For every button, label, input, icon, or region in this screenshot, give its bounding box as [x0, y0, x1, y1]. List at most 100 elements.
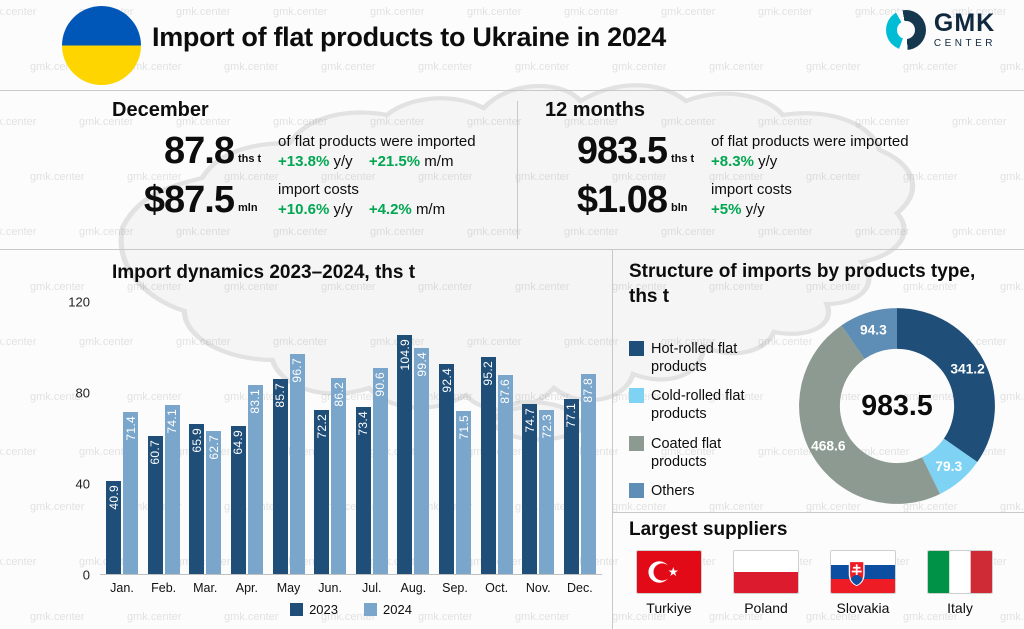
watermark-text: gmk.center [418, 611, 473, 623]
page-title: Import of flat products to Ukraine in 20… [152, 22, 666, 52]
december-costs-desc: import costs +10.6% y/y +4.2% m/m [272, 181, 457, 218]
watermark-text: gmk.center [224, 171, 279, 183]
watermark-text: gmk.center [30, 171, 85, 183]
bar-group: 60.7 74.1 Feb. [147, 405, 180, 595]
watermark-text: gmk.center [903, 611, 958, 623]
bar-2023: 65.9 [189, 424, 205, 574]
watermark-text: gmk.center [176, 116, 231, 128]
watermark-text: gmk.center [30, 611, 85, 623]
watermark-text: gmk.center [273, 336, 328, 348]
watermark-text: gmk.center [952, 226, 1007, 238]
stats-section: December 87.8 ths t of flat products wer… [0, 91, 1024, 250]
watermark-text: gmk.center [661, 116, 716, 128]
bar-2024: 62.7 [206, 431, 222, 574]
december-costs-changes: +10.6% y/y +4.2% m/m [278, 201, 457, 218]
donut-legend-label: Cold-rolled flat products [651, 388, 745, 423]
watermark-text: gmk.center [758, 226, 813, 238]
watermark-text: gmk.center [467, 336, 522, 348]
donut-legend-label: Coated flat products [651, 435, 722, 470]
watermark-text: gmk.center [855, 446, 910, 458]
watermark-text: gmk.center [321, 281, 376, 293]
yoy-change: +10.6% [278, 201, 330, 219]
watermark-text: gmk.center [515, 281, 570, 293]
legend-item-2024: 2024 [364, 602, 412, 617]
watermark-text: gmk.center [855, 116, 910, 128]
watermark-text: gmk.center [952, 116, 1007, 128]
donut-chart-title: Structure of imports by products type, t… [629, 261, 976, 307]
bar-chart-section: Import dynamics 2023–2024, ths t 0 40 80 12… [0, 250, 612, 629]
bar-2023: 85.7 [272, 379, 288, 574]
logo-text: GMK [933, 9, 996, 37]
bar-value-label: 96.7 [290, 358, 304, 383]
watermark-text: gmk.center [30, 391, 85, 403]
supplier-turkiye: Turkiye [629, 550, 709, 616]
watermark-text: gmk.center [903, 391, 958, 403]
watermark-text: gmk.center [758, 116, 813, 128]
december-volume-value: 87.8 [164, 130, 235, 172]
x-axis-label: Feb. [151, 581, 177, 595]
watermark-text: gmk.center [418, 171, 473, 183]
bar-value-label: 72.2 [314, 414, 329, 439]
x-axis-label: May [276, 581, 301, 595]
watermark-text: gmk.center [370, 116, 425, 128]
year-volume-desc-text: of flat products were imported [711, 132, 909, 150]
x-axis-label: Dec. [567, 581, 593, 595]
turkiye-flag-icon [636, 550, 702, 594]
supplier-label: Poland [744, 600, 788, 616]
watermark-text: gmk.center [30, 501, 85, 513]
flags-row: Turkiye Poland [629, 550, 1008, 616]
december-volume-unit: ths t [238, 153, 262, 165]
supplier-italy: Italy [920, 550, 1000, 616]
watermark-text: gmk.center [0, 336, 37, 348]
watermark-text: gmk.center [79, 446, 134, 458]
legend-label: 2023 [309, 602, 338, 617]
header: Import of flat products to Ukraine in 20… [0, 0, 1024, 91]
yoy-label: y/y [758, 152, 778, 170]
x-axis-label: Nov. [525, 581, 551, 595]
bar-2024: 71.4 [123, 412, 138, 574]
bar-2024: 87.8 [580, 374, 596, 574]
watermark-text: gmk.center [273, 116, 328, 128]
bar-2023: 77.1 [563, 399, 579, 574]
watermark-text: gmk.center [224, 281, 279, 293]
bar-2023: 72.2 [314, 410, 330, 574]
bar-value-label: 95.2 [481, 361, 496, 386]
italy-flag-icon [927, 550, 993, 594]
legend-swatch [629, 435, 644, 451]
watermark-text: gmk.center [418, 281, 473, 293]
bar-2023: 92.4 [439, 364, 454, 574]
watermark-text: gmk.center [1000, 281, 1024, 293]
legend-swatch [629, 482, 644, 498]
yoy-change: +13.8% [278, 152, 330, 170]
watermark-text: gmk.center [903, 171, 958, 183]
bar-value-label: 65.9 [189, 428, 204, 453]
slovakia-flag-icon [830, 550, 896, 594]
watermark-text: gmk.center [806, 61, 861, 73]
watermark-text: gmk.center [370, 6, 425, 18]
x-axis-label: Apr. [235, 581, 258, 595]
december-costs-unit: mln [238, 201, 258, 214]
watermark-text: gmk.center [515, 171, 570, 183]
bar-2023: 95.2 [480, 357, 496, 574]
watermark-text: gmk.center [661, 446, 716, 458]
watermark-text: gmk.center [176, 6, 231, 18]
year-costs-unit: bln [671, 201, 688, 214]
bar-value-label: 74.7 [522, 408, 537, 433]
bar-group: 72.2 86.2 Jun. [314, 378, 347, 595]
bar-2024: 74.1 [164, 405, 180, 574]
year-volume-unit: ths t [671, 153, 695, 165]
watermark-text: gmk.center [855, 226, 910, 238]
watermark-text: gmk.center [612, 171, 667, 183]
watermark-text: gmk.center [370, 226, 425, 238]
watermark-text: gmk.center [0, 556, 37, 568]
bar-2024: 96.7 [289, 354, 305, 574]
watermark-text: gmk.center [564, 116, 619, 128]
watermark-text: gmk.center [1000, 171, 1024, 183]
watermark-text: gmk.center [758, 336, 813, 348]
donut-legend-label: Others [651, 482, 695, 499]
watermark-text: gmk.center [467, 226, 522, 238]
year-costs-stat: $1.08 bln import costs +5% y/y [545, 179, 995, 222]
bar-value-label: 64.9 [231, 430, 246, 455]
bar-value-label: 104.9 [397, 339, 412, 371]
donut-slice-value: 341.2 [950, 362, 985, 377]
